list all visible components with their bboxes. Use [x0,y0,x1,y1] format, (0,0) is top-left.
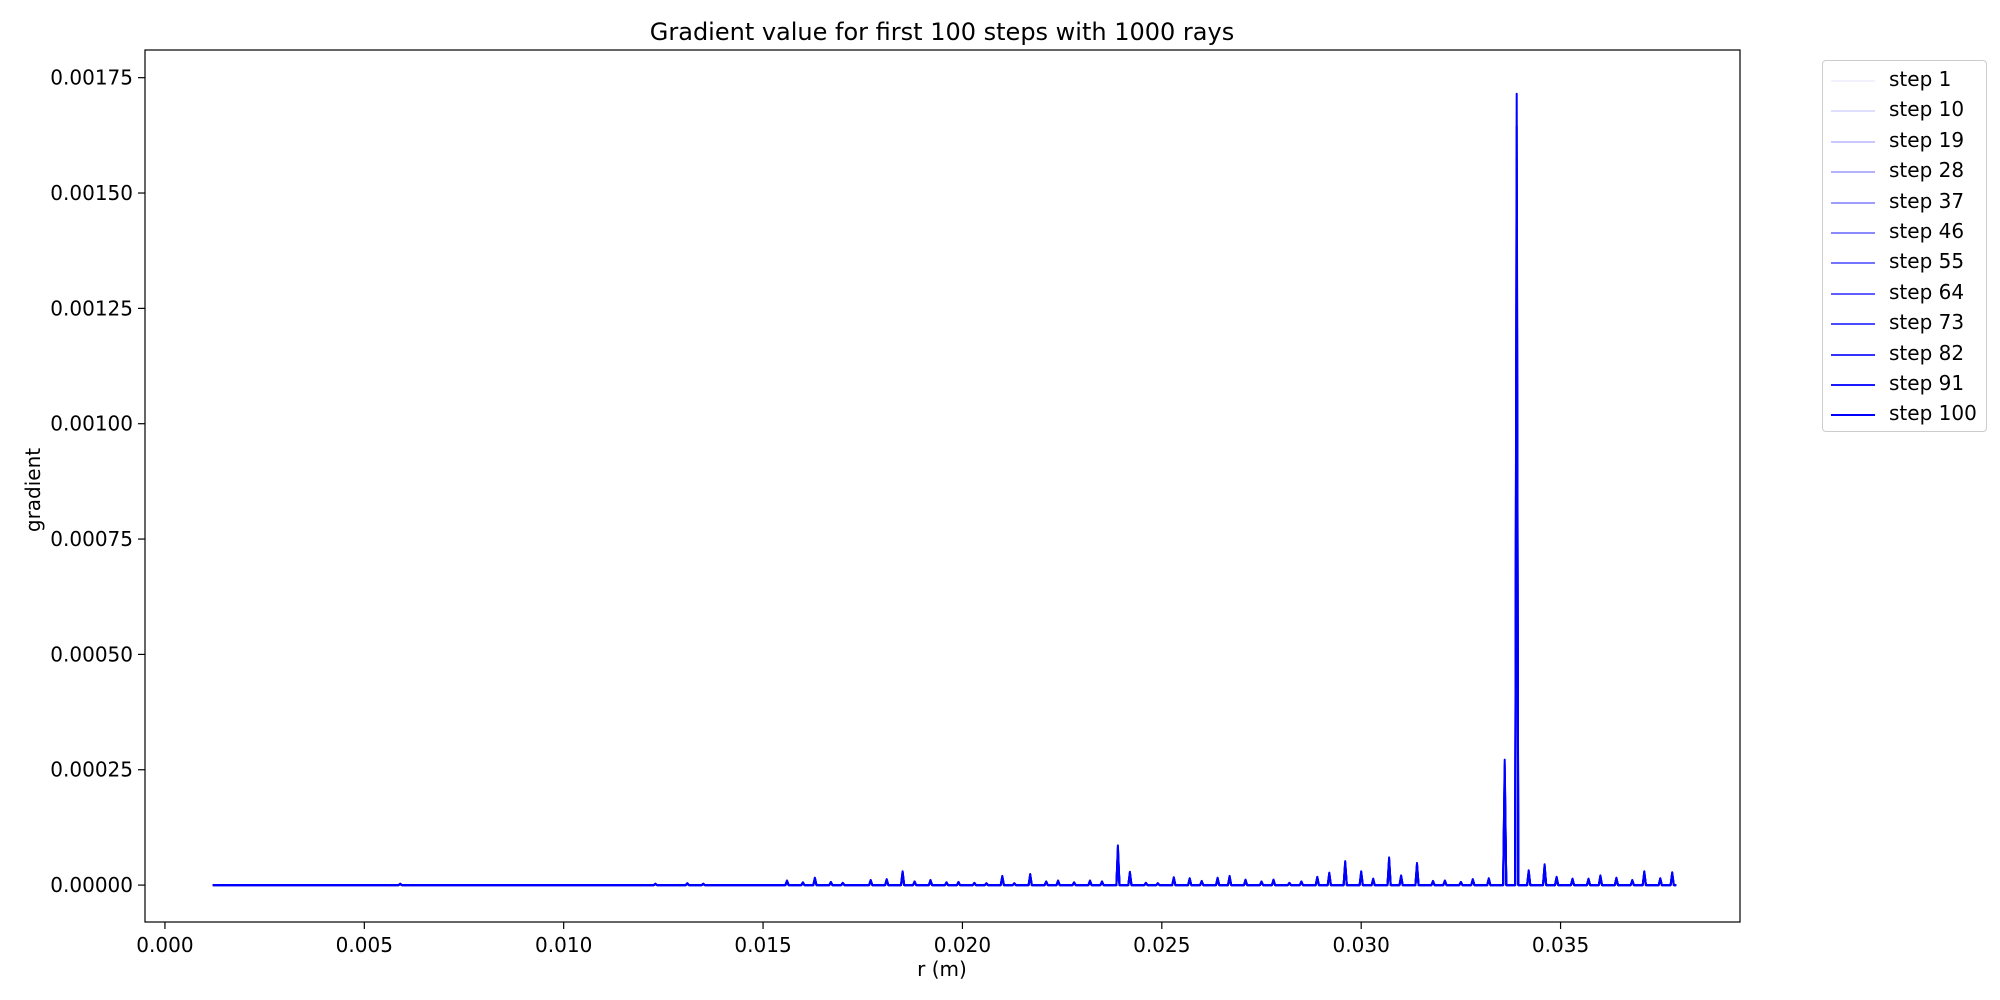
series-line [212,416,1677,887]
legend-item: step 19 [1823,126,1988,156]
series-line [212,125,1677,887]
legend-swatch [1831,232,1875,234]
y-axis: 0.00000 0.00025 0.00050 0.00075 0.00100 0.001… [50,66,145,897]
legend-swatch [1831,110,1875,113]
y-axis-label: gradient [21,448,45,532]
legend: step 1 step 10 step 19 step 28 step 37 step 4… [1822,60,1987,432]
legend-swatch [1831,201,1875,204]
legend-item: step 28 [1823,156,1988,186]
legend-label: step 82 [1889,340,1965,365]
legend-label: step 37 [1889,188,1965,213]
legend-label: step 10 [1889,97,1965,122]
series-line [212,448,1677,887]
legend-label: step 55 [1889,249,1965,274]
series-line [212,351,1677,887]
legend-swatch [1831,353,1875,356]
y-tick-label: 0.00125 [50,296,133,320]
x-tick-label: 0.030 [1333,933,1390,957]
series-line [212,319,1677,887]
plot-frame [144,49,1741,923]
legend-item: step 100 [1823,399,1988,429]
legend-item: step 73 [1823,308,1988,338]
series-line [212,92,1677,887]
legend-item: step 82 [1823,339,1988,369]
legend-swatch [1831,414,1875,417]
y-tick-label: 0.00100 [50,412,133,436]
legend-label: step 46 [1889,219,1965,243]
legend-swatch [1831,80,1875,82]
y-tick-label: 0.00050 [50,642,133,666]
legend-swatch [1831,384,1875,386]
legend-swatch [1831,292,1875,295]
x-tick-label: 0.025 [1133,933,1190,957]
legend-swatch [1831,140,1875,143]
y-tick-label: 0.00025 [50,758,133,782]
y-tick-label: 0.00075 [50,527,133,551]
legend-item: step 64 [1823,278,1988,308]
series-line [212,189,1677,887]
series-line [212,384,1677,887]
x-tick-label: 0.020 [934,933,991,957]
x-tick-label: 0.005 [336,933,393,957]
legend-swatch [1831,171,1875,174]
legend-label: step 73 [1889,310,1965,335]
legend-item: step 37 [1823,187,1988,217]
legend-label: step 100 [1889,401,1977,426]
legend-label: step 19 [1889,127,1965,152]
legend-label: step 64 [1889,279,1965,304]
legend-item: step 46 [1823,217,1988,247]
series-line [212,222,1677,887]
legend-swatch [1831,323,1875,326]
legend-label: step 91 [1889,371,1965,395]
x-tick-label: 0.035 [1532,933,1589,957]
y-tick-label: 0.00150 [50,181,133,205]
x-tick-label: 0.015 [734,933,791,957]
series-line [212,157,1677,887]
legend-item: step 55 [1823,247,1988,277]
x-tick-label: 0.000 [136,933,193,957]
legend-label: step 1 [1889,67,1952,91]
plot-area [212,92,1677,887]
legend-label: step 28 [1889,158,1965,183]
series-line [212,287,1677,887]
y-tick-label: 0.00000 [50,873,133,897]
x-axis: 0.000 0.005 0.010 0.015 0.020 0.025 0.030 0.035 [136,922,1589,957]
chart-title: Gradient value for first 100 steps with … [650,18,1234,46]
legend-swatch [1831,262,1875,265]
x-tick-label: 0.010 [535,933,592,957]
legend-item: step 91 [1823,369,1988,399]
series-line [212,254,1677,887]
legend-item: step 1 [1823,65,1988,95]
y-tick-label: 0.00175 [50,66,133,90]
x-axis-label: r (m) [917,957,967,981]
legend-item: step 10 [1823,95,1988,125]
